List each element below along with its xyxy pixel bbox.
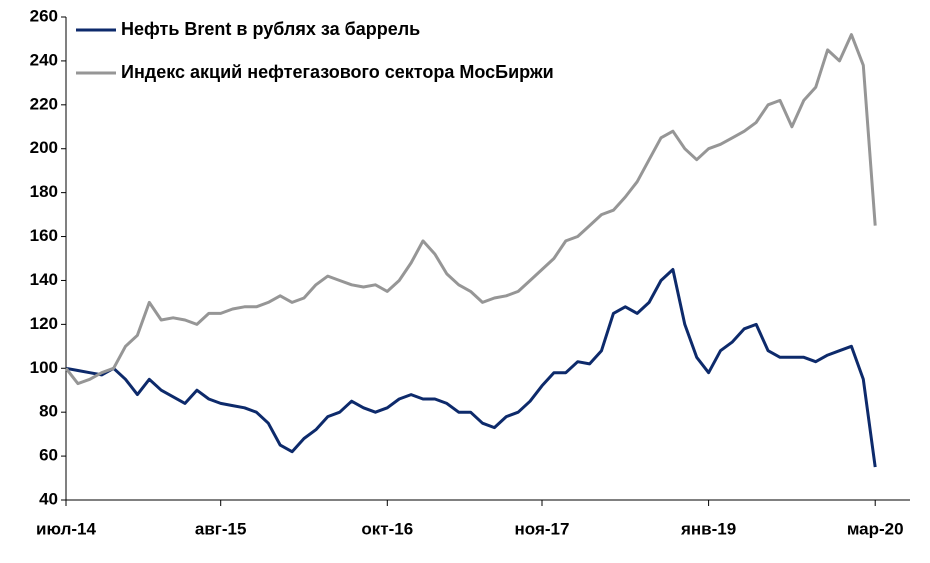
y-tick-label: 100 (30, 358, 58, 377)
y-tick-label: 60 (39, 446, 58, 465)
x-tick-label: янв-19 (680, 519, 736, 538)
x-tick-label: июл-14 (36, 519, 96, 538)
x-tick-label: ноя-17 (515, 519, 570, 538)
y-tick-label: 160 (30, 226, 58, 245)
y-tick-label: 120 (30, 314, 58, 333)
x-tick-label: мар-20 (847, 519, 904, 538)
x-tick-label: окт-16 (361, 519, 413, 538)
y-tick-label: 200 (30, 138, 58, 157)
legend-label: Нефть Brent в рублях за баррель (121, 19, 420, 39)
y-tick-label: 80 (39, 402, 58, 421)
y-tick-label: 240 (30, 50, 58, 69)
y-tick-label: 260 (30, 6, 58, 25)
line-series (64, 33, 877, 386)
y-tick-label: 40 (39, 489, 58, 508)
line-series (65, 268, 877, 468)
x-tick-label: авг-15 (195, 519, 247, 538)
y-tick-label: 180 (30, 182, 58, 201)
y-tick-label: 140 (30, 270, 58, 289)
y-tick-label: 220 (30, 94, 58, 113)
legend-label: Индекс акций нефтегазового сектора МосБи… (121, 62, 554, 82)
